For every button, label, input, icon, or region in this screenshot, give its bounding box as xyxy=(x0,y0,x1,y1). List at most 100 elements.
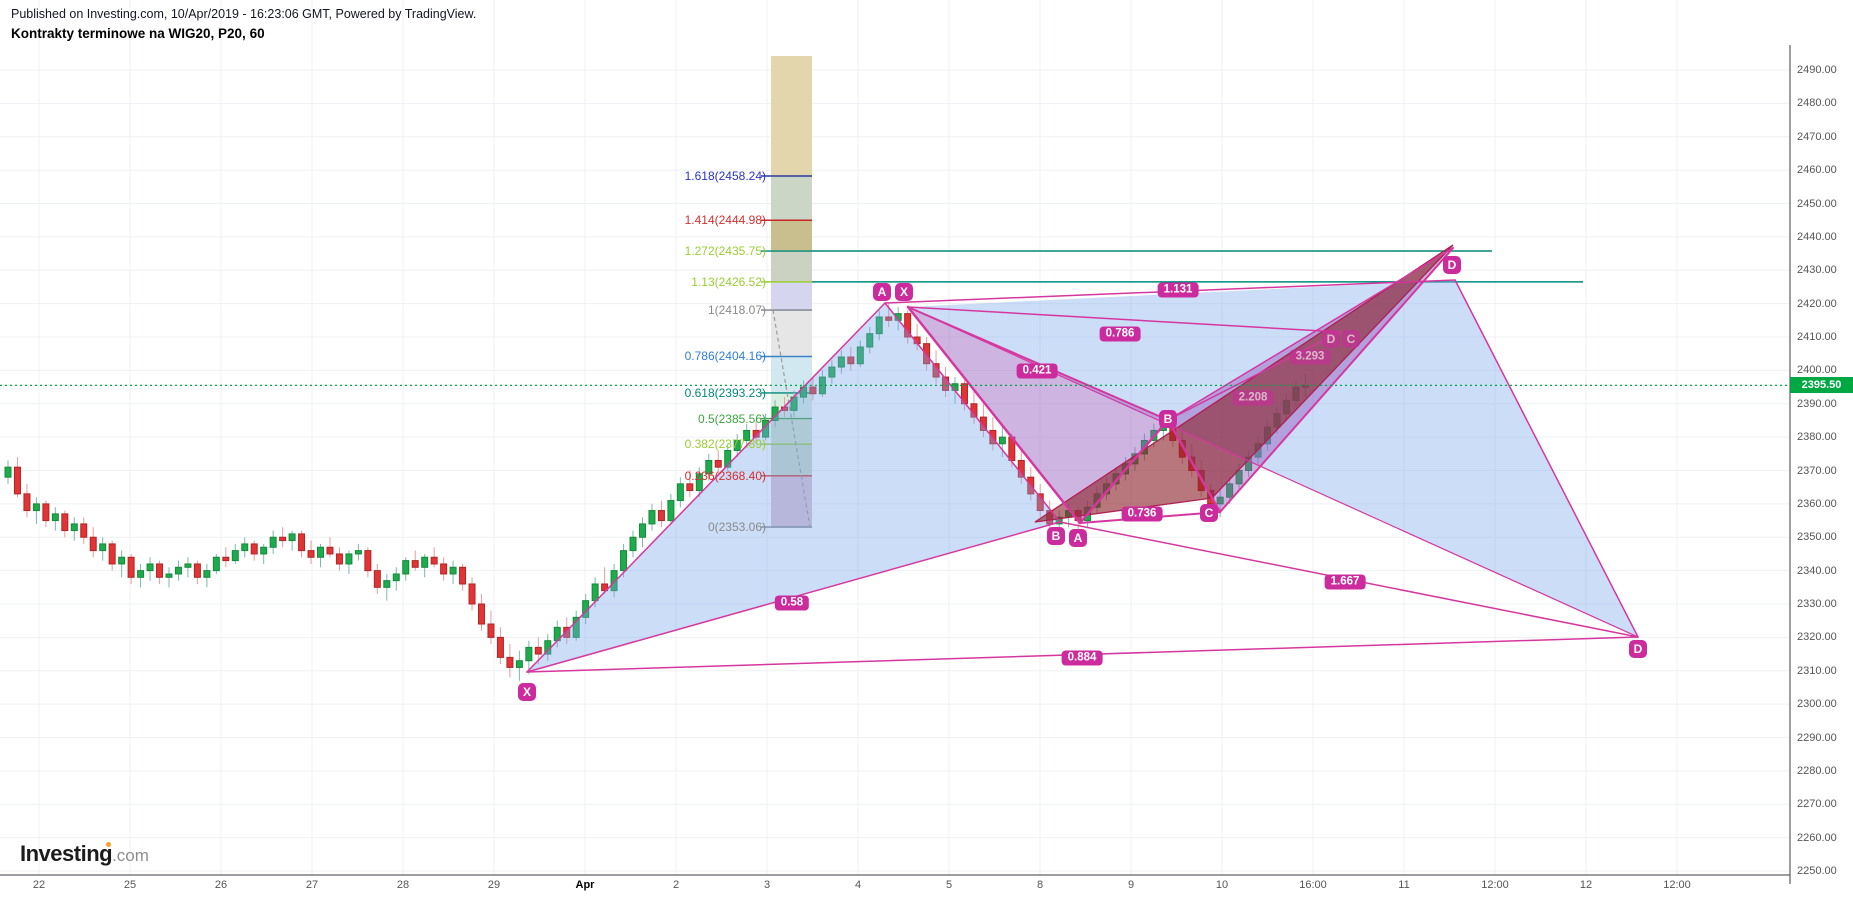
candle-down xyxy=(487,623,495,638)
price-tick-2340.00: 2340.00 xyxy=(1797,564,1837,577)
candle-down xyxy=(478,603,485,625)
last-price-badge: 2395.50 xyxy=(1790,377,1853,394)
pattern-line[interactable] xyxy=(906,305,1082,525)
candle-down xyxy=(847,356,855,365)
candle-down xyxy=(923,343,931,365)
price-tick-2360.00: 2360.00 xyxy=(1797,497,1837,510)
price-tick-2490.00: 2490.00 xyxy=(1797,64,1837,76)
pattern-point-C[interactable]: C xyxy=(1342,330,1360,348)
pattern-line[interactable] xyxy=(1078,418,1170,525)
candle-down xyxy=(80,523,88,538)
pattern-point-X[interactable]: X xyxy=(895,283,913,301)
ratio-badge-0.736[interactable]: 0.736 xyxy=(1121,506,1163,522)
fib-label-0.786: 0.786(2404.16) xyxy=(684,349,766,364)
candle-down xyxy=(440,563,448,575)
candle-down xyxy=(809,386,817,395)
pattern-polygon-xabcd-1-left[interactable] xyxy=(527,303,1060,672)
ratio-badge-0.421[interactable]: 0.421 xyxy=(1016,363,1058,379)
candle-up xyxy=(421,556,429,568)
time-tick-25: 25 xyxy=(123,879,137,891)
pattern-line[interactable] xyxy=(1219,247,1454,513)
pattern-line[interactable] xyxy=(1454,279,1639,638)
pattern-polygon-xabcd-1-right[interactable] xyxy=(908,280,1638,637)
candle-down xyxy=(534,646,542,655)
price-tick-2390.00: 2390.00 xyxy=(1797,397,1837,410)
ratio-badge-3.293[interactable]: 3.293 xyxy=(1289,349,1331,365)
pattern-line[interactable] xyxy=(907,306,1639,638)
pattern-point-B[interactable]: B xyxy=(1047,527,1065,545)
investing-logo-dot-icon xyxy=(106,842,111,847)
pattern-point-D[interactable]: D xyxy=(1322,330,1340,348)
pattern-point-A[interactable]: A xyxy=(1069,529,1087,547)
candle-up xyxy=(1235,470,1243,485)
fib-label-1.272: 1.272(2435.75) xyxy=(684,244,766,259)
candle-up xyxy=(743,429,751,441)
candle-up xyxy=(705,459,713,475)
candle-up xyxy=(875,316,883,335)
candle-down xyxy=(89,536,97,552)
pattern-line[interactable] xyxy=(1167,247,1454,421)
ratio-badge-0.786[interactable]: 0.786 xyxy=(1099,326,1141,342)
candle-up xyxy=(629,536,637,552)
candle-up xyxy=(449,566,457,575)
pattern-point-C[interactable]: C xyxy=(1200,504,1218,522)
price-tick-2290.00: 2290.00 xyxy=(1797,731,1837,744)
ratio-badge-1.667[interactable]: 1.667 xyxy=(1324,574,1366,590)
pattern-line[interactable] xyxy=(1167,331,1341,421)
candle-up xyxy=(203,570,211,578)
candle-down xyxy=(885,316,893,321)
pattern-line[interactable] xyxy=(907,306,1341,333)
price-tick-2410.00: 2410.00 xyxy=(1797,331,1837,343)
candle-up xyxy=(4,466,12,478)
candle-down xyxy=(979,416,987,431)
price-tick-2320.00: 2320.00 xyxy=(1797,631,1837,644)
pattern-line[interactable] xyxy=(526,302,886,673)
pattern-polygon-xabcd-2-left[interactable] xyxy=(908,307,1168,523)
price-tick-2260.00: 2260.00 xyxy=(1797,831,1837,844)
candle-down xyxy=(942,376,950,391)
fib-band-segment xyxy=(771,444,812,476)
pattern-point-X[interactable]: X xyxy=(518,683,536,701)
fib-dashed-trendline[interactable] xyxy=(772,309,811,528)
pattern-point-B[interactable]: B xyxy=(1159,410,1177,428)
time-tick-9: 9 xyxy=(1127,879,1135,891)
time-tick-11: 11 xyxy=(1398,879,1410,891)
ratio-badge-1.131[interactable]: 1.131 xyxy=(1157,282,1199,298)
fib-label-1.414: 1.414(2444.98) xyxy=(684,213,766,228)
pattern-line[interactable] xyxy=(884,302,1061,523)
candle-up xyxy=(610,570,618,592)
pattern-line[interactable] xyxy=(1166,418,1222,514)
candle-down xyxy=(193,563,201,578)
fib-band-segment xyxy=(771,310,812,357)
pattern-point-A[interactable]: A xyxy=(873,283,891,301)
candle-up xyxy=(260,546,268,555)
candle-up xyxy=(137,570,145,578)
ratio-badge-0.884[interactable]: 0.884 xyxy=(1061,650,1103,666)
time-tick-2: 2 xyxy=(672,879,680,891)
pattern-point-D[interactable]: D xyxy=(1443,256,1461,274)
time-tick-28: 28 xyxy=(396,879,410,891)
ratio-badge-2.208[interactable]: 2.208 xyxy=(1232,390,1274,406)
time-tick-26: 26 xyxy=(214,879,228,891)
fib-band-segment xyxy=(771,56,812,176)
price-tick-2400.00: 2400.00 xyxy=(1797,364,1837,377)
fib-label-0.618: 0.618(2393.23) xyxy=(684,385,766,400)
investing-logo: Investing.com xyxy=(20,841,149,867)
candle-down xyxy=(960,383,968,405)
candle-down xyxy=(307,550,315,558)
candle-up xyxy=(392,573,400,582)
candle-down xyxy=(335,553,343,565)
candle-up xyxy=(402,560,410,575)
price-tick-2250.00: 2250.00 xyxy=(1797,865,1837,877)
fib-band-segment xyxy=(771,251,812,282)
pattern-point-D[interactable]: D xyxy=(1629,640,1647,658)
candle-up xyxy=(345,553,353,565)
time-tick-Apr: Apr xyxy=(575,879,595,891)
candle-up xyxy=(572,616,580,638)
candle-down xyxy=(459,566,467,585)
ratio-badge-0.58[interactable]: 0.58 xyxy=(774,595,810,611)
candle-up xyxy=(724,449,732,468)
candle-down xyxy=(61,513,69,532)
